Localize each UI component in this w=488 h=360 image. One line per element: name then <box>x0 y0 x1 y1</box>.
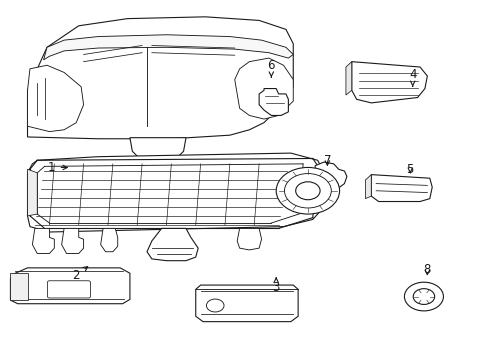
Text: 1: 1 <box>48 161 67 174</box>
Polygon shape <box>32 228 54 253</box>
Polygon shape <box>147 228 198 261</box>
Circle shape <box>206 299 224 312</box>
Polygon shape <box>351 62 427 103</box>
Polygon shape <box>43 35 293 60</box>
Polygon shape <box>365 175 370 199</box>
Polygon shape <box>237 228 261 250</box>
Text: 5: 5 <box>406 163 413 176</box>
Polygon shape <box>234 58 293 119</box>
Text: 8: 8 <box>423 263 430 276</box>
Circle shape <box>276 167 339 214</box>
Circle shape <box>412 289 434 305</box>
Polygon shape <box>370 175 431 202</box>
Polygon shape <box>27 153 322 232</box>
Text: 6: 6 <box>267 59 275 77</box>
Polygon shape <box>10 273 27 300</box>
Polygon shape <box>130 138 185 160</box>
Polygon shape <box>27 169 37 216</box>
Text: 7: 7 <box>323 154 330 167</box>
Polygon shape <box>10 268 130 304</box>
Polygon shape <box>101 228 118 252</box>
Text: 3: 3 <box>272 278 279 294</box>
Polygon shape <box>345 62 351 95</box>
Text: 2: 2 <box>72 267 87 282</box>
Polygon shape <box>61 228 83 253</box>
Circle shape <box>295 182 320 200</box>
Circle shape <box>404 282 443 311</box>
Polygon shape <box>27 17 293 139</box>
Polygon shape <box>195 285 298 321</box>
Circle shape <box>284 174 330 208</box>
Polygon shape <box>27 65 83 132</box>
Text: 4: 4 <box>408 68 416 86</box>
Polygon shape <box>259 89 288 116</box>
Polygon shape <box>315 162 346 189</box>
FancyBboxPatch shape <box>47 281 90 298</box>
